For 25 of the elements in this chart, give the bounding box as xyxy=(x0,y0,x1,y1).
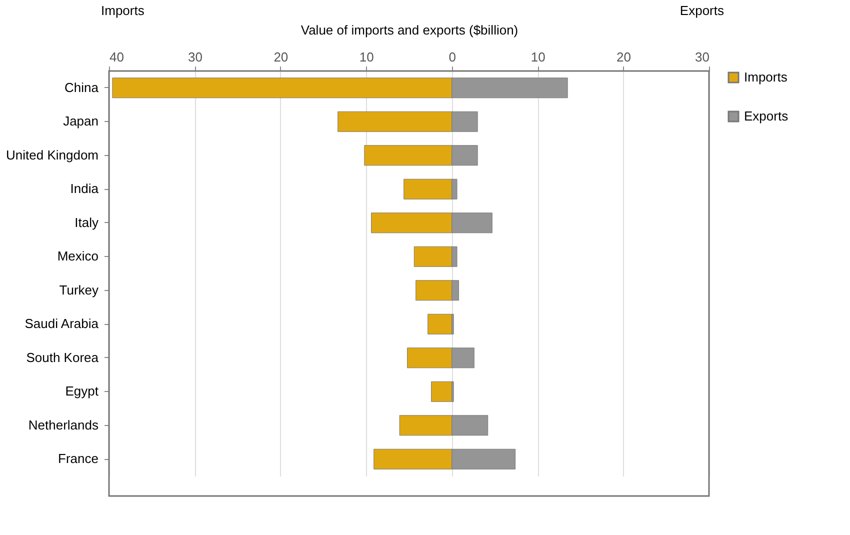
y-tick-label: Egypt xyxy=(65,384,99,399)
y-tick-label: India xyxy=(70,181,100,196)
text: Imports xyxy=(101,3,145,18)
x-tick-label: 0 xyxy=(448,50,456,64)
legend-label: Imports xyxy=(744,70,788,84)
x-tick-label: 40 xyxy=(110,50,124,64)
y-tick-label: South Korea xyxy=(26,350,100,365)
legend-label: Exports xyxy=(744,108,789,124)
y-tick-label: Italy xyxy=(74,214,99,230)
x-tick-label: 10 xyxy=(530,50,546,64)
text: Exports xyxy=(680,3,724,18)
y-tick-label: Mexico xyxy=(57,248,98,264)
y-tick-label: Turkey xyxy=(59,282,99,298)
y-tick-label: Netherlands xyxy=(28,417,99,432)
x-axis-title: Value of imports and exports ($billion) xyxy=(300,22,518,38)
x-tick-label: 30 xyxy=(188,50,202,64)
x-tick-label: 30 xyxy=(695,50,710,64)
x-tick-label: 20 xyxy=(616,50,632,64)
y-tick-label: Saudi Arabia xyxy=(24,316,100,332)
y-tick-label: China xyxy=(64,80,100,95)
y-tick-label: France xyxy=(58,451,98,466)
x-tick-label: 20 xyxy=(274,50,288,64)
x-tick-label: 10 xyxy=(359,50,374,64)
y-tick-label: Japan xyxy=(63,114,98,129)
y-tick-label: United Kingdom xyxy=(6,147,98,162)
